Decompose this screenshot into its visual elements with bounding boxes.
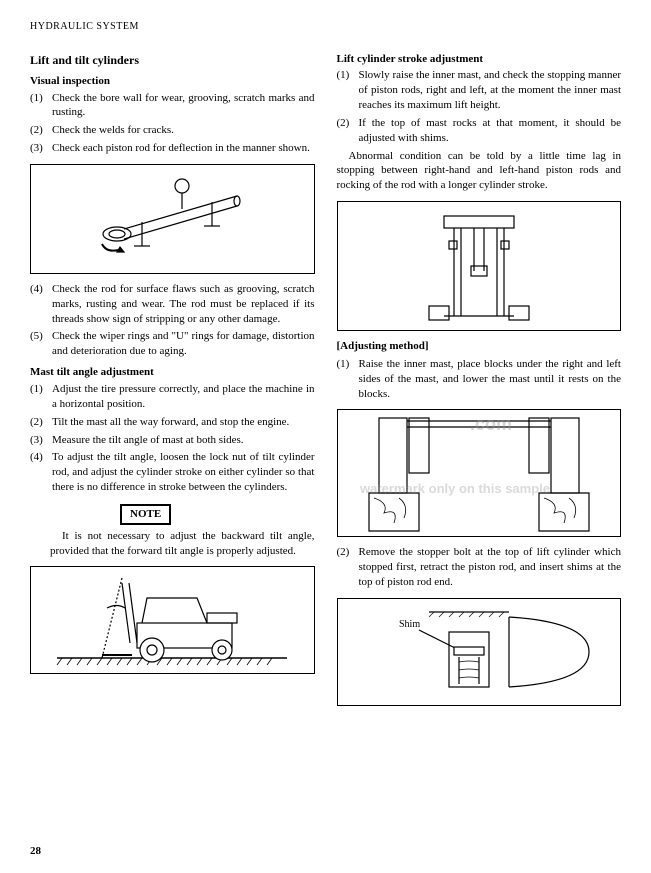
list-text: Check the wiper rings and "U" rings for … [52, 329, 315, 359]
lift-item-2: (2) If the top of mast rocks at that mom… [337, 116, 622, 146]
vi-item-5: (5) Check the wiper rings and "U" rings … [30, 329, 315, 359]
list-num: (4) [30, 450, 52, 495]
list-text: Tilt the mast all the way forward, and s… [52, 415, 315, 430]
shim-label-text: Shim [399, 619, 420, 630]
list-text: To adjust the tilt angle, loosen the loc… [52, 450, 315, 495]
figure-forklift [30, 566, 315, 674]
list-text: Check each piston rod for deflection in … [52, 141, 315, 156]
figure-mast-blocks [337, 409, 622, 537]
list-num: (3) [30, 141, 52, 156]
shim-svg: Shim [359, 602, 599, 702]
list-num: (5) [30, 329, 52, 359]
mast-item-1: (1) Adjust the tire pressure correctly, … [30, 382, 315, 412]
list-text: Raise the inner mast, place blocks under… [359, 357, 622, 402]
mast-front-svg [389, 206, 569, 326]
lift-item-1: (1) Slowly raise the inner mast, and che… [337, 68, 622, 113]
figure-shim: Shim [337, 598, 622, 706]
list-num: (1) [30, 91, 52, 121]
list-text: Measure the tilt angle of mast at both s… [52, 433, 315, 448]
list-text: Check the bore wall for wear, grooving, … [52, 91, 315, 121]
figure-piston-rod [30, 164, 315, 274]
list-text: Remove the stopper bolt at the top of li… [359, 545, 622, 590]
section-header: HYDRAULIC SYSTEM [30, 20, 621, 34]
lift-cyl-title: Lift cylinder stroke adjustment [337, 52, 622, 67]
visual-inspection-title: Visual inspection [30, 74, 315, 89]
list-num: (2) [337, 116, 359, 146]
list-num: (4) [30, 282, 52, 327]
list-num: (2) [30, 415, 52, 430]
mast-tilt-title: Mast tilt angle adjustment [30, 365, 315, 380]
mast-blocks-svg [349, 413, 609, 533]
adj-item-2: (2) Remove the stopper bolt at the top o… [337, 545, 622, 590]
page-number: 28 [30, 844, 41, 859]
list-text: Check the welds for cracks. [52, 123, 315, 138]
vi-item-1: (1) Check the bore wall for wear, groovi… [30, 91, 315, 121]
vi-item-2: (2) Check the welds for cracks. [30, 123, 315, 138]
piston-rod-svg [72, 174, 272, 264]
mast-item-2: (2) Tilt the mast all the way forward, a… [30, 415, 315, 430]
forklift-svg [47, 573, 297, 668]
list-num: (3) [30, 433, 52, 448]
adj-item-1: (1) Raise the inner mast, place blocks u… [337, 357, 622, 402]
list-num: (2) [337, 545, 359, 590]
list-text: If the top of mast rocks at that moment,… [359, 116, 622, 146]
figure-mast-front [337, 201, 622, 331]
content-columns: Lift and tilt cylinders Visual inspectio… [30, 52, 621, 715]
list-num: (1) [337, 68, 359, 113]
list-text: Adjust the tire pressure correctly, and … [52, 382, 315, 412]
list-num: (2) [30, 123, 52, 138]
list-text: Check the rod for surface flaws such as … [52, 282, 315, 327]
lift-tilt-title: Lift and tilt cylinders [30, 52, 315, 68]
vi-item-3: (3) Check each piston rod for deflection… [30, 141, 315, 156]
list-num: (1) [30, 382, 52, 412]
note-label: NOTE [120, 504, 171, 525]
right-column: Lift cylinder stroke adjustment (1) Slow… [337, 52, 622, 715]
note-text: It is not necessary to adjust the backwa… [50, 529, 315, 559]
vi-item-4: (4) Check the rod for surface flaws such… [30, 282, 315, 327]
mast-item-4: (4) To adjust the tilt angle, loosen the… [30, 450, 315, 495]
mast-item-3: (3) Measure the tilt angle of mast at bo… [30, 433, 315, 448]
list-num: (1) [337, 357, 359, 402]
list-text: Slowly raise the inner mast, and check t… [359, 68, 622, 113]
abnormal-text: Abnormal condition can be told by a litt… [337, 149, 622, 194]
left-column: Lift and tilt cylinders Visual inspectio… [30, 52, 315, 715]
adjusting-method-title: [Adjusting method] [337, 339, 622, 354]
